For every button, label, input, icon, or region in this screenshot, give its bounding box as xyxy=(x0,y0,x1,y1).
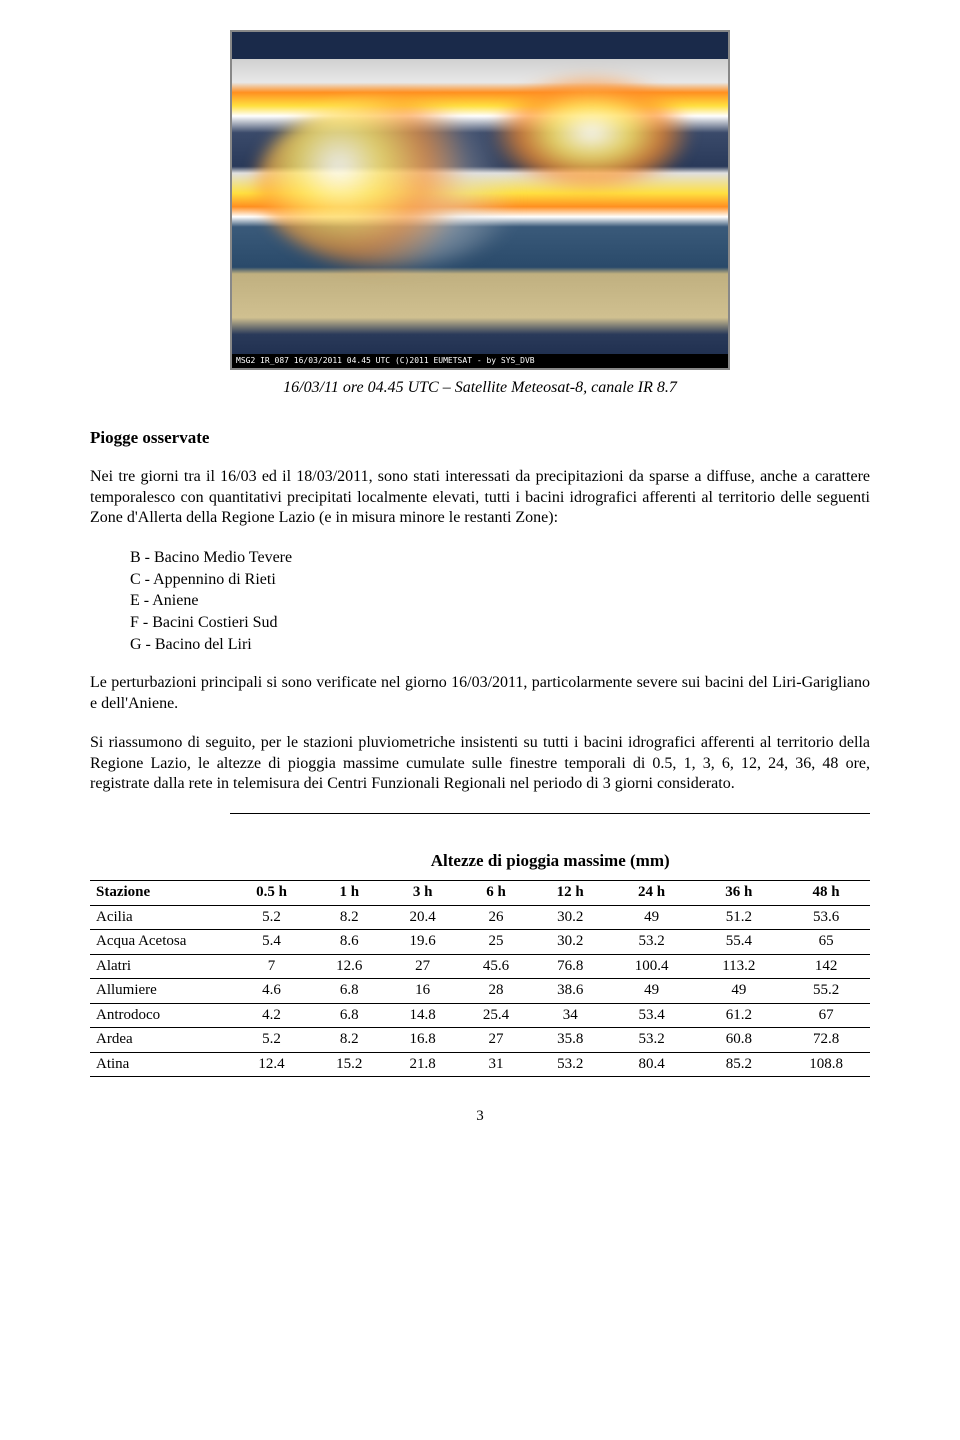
station-cell: Alatri xyxy=(90,954,230,979)
station-cell: Ardea xyxy=(90,1028,230,1053)
value-cell: 53.2 xyxy=(533,1052,608,1077)
table-blank-cell xyxy=(90,814,230,881)
station-cell: Acilia xyxy=(90,905,230,930)
figure-caption: 16/03/11 ore 04.45 UTC – Satellite Meteo… xyxy=(90,378,870,399)
zone-item: B - Bacino Medio Tevere xyxy=(130,547,870,569)
table-row: Antrodoco4.26.814.825.43453.461.267 xyxy=(90,1003,870,1028)
table-row: Alatri712.62745.676.8100.4113.2142 xyxy=(90,954,870,979)
page-number: 3 xyxy=(90,1107,870,1127)
table-row: Atina12.415.221.83153.280.485.2108.8 xyxy=(90,1052,870,1077)
value-cell: 6.8 xyxy=(313,979,386,1004)
zone-item: C - Appennino di Rieti xyxy=(130,569,870,591)
table-title: Altezze di pioggia massime (mm) xyxy=(230,814,870,881)
value-cell: 55.4 xyxy=(695,930,782,955)
value-cell: 53.2 xyxy=(608,1028,696,1053)
value-cell: 27 xyxy=(386,954,459,979)
table-col-header: 1 h xyxy=(313,881,386,906)
table-row: Acqua Acetosa5.48.619.62530.253.255.465 xyxy=(90,930,870,955)
value-cell: 38.6 xyxy=(533,979,608,1004)
value-cell: 49 xyxy=(608,905,696,930)
table-row: Allumiere4.66.8162838.6494955.2 xyxy=(90,979,870,1004)
value-cell: 6.8 xyxy=(313,1003,386,1028)
station-cell: Acqua Acetosa xyxy=(90,930,230,955)
value-cell: 8.2 xyxy=(313,905,386,930)
value-cell: 67 xyxy=(782,1003,870,1028)
value-cell: 5.2 xyxy=(230,1028,312,1053)
value-cell: 8.2 xyxy=(313,1028,386,1053)
value-cell: 51.2 xyxy=(695,905,782,930)
table-row: Acilia5.28.220.42630.24951.253.6 xyxy=(90,905,870,930)
station-cell: Allumiere xyxy=(90,979,230,1004)
value-cell: 16 xyxy=(386,979,459,1004)
table-col-header: 48 h xyxy=(782,881,870,906)
paragraph-perturbations: Le perturbazioni principali si sono veri… xyxy=(90,673,870,715)
value-cell: 26 xyxy=(459,905,532,930)
zone-item: F - Bacini Costieri Sud xyxy=(130,612,870,634)
value-cell: 5.2 xyxy=(230,905,312,930)
value-cell: 7 xyxy=(230,954,312,979)
paragraph-summary: Si riassumono di seguito, per le stazion… xyxy=(90,733,870,795)
table-col-header: 3 h xyxy=(386,881,459,906)
value-cell: 108.8 xyxy=(782,1052,870,1077)
value-cell: 14.8 xyxy=(386,1003,459,1028)
station-cell: Antrodoco xyxy=(90,1003,230,1028)
table-body: Acilia5.28.220.42630.24951.253.6Acqua Ac… xyxy=(90,905,870,1077)
value-cell: 80.4 xyxy=(608,1052,696,1077)
table-col-header: 0.5 h xyxy=(230,881,312,906)
zone-item: E - Aniene xyxy=(130,590,870,612)
table-col-header: 12 h xyxy=(533,881,608,906)
value-cell: 100.4 xyxy=(608,954,696,979)
table-col-header: 36 h xyxy=(695,881,782,906)
value-cell: 34 xyxy=(533,1003,608,1028)
value-cell: 27 xyxy=(459,1028,532,1053)
table-col-header: 6 h xyxy=(459,881,532,906)
value-cell: 85.2 xyxy=(695,1052,782,1077)
value-cell: 35.8 xyxy=(533,1028,608,1053)
value-cell: 49 xyxy=(695,979,782,1004)
value-cell: 55.2 xyxy=(782,979,870,1004)
value-cell: 8.6 xyxy=(313,930,386,955)
table-col-header: 24 h xyxy=(608,881,696,906)
value-cell: 21.8 xyxy=(386,1052,459,1077)
paragraph-intro: Nei tre giorni tra il 16/03 ed il 18/03/… xyxy=(90,467,870,529)
value-cell: 15.2 xyxy=(313,1052,386,1077)
value-cell: 19.6 xyxy=(386,930,459,955)
value-cell: 53.6 xyxy=(782,905,870,930)
zone-item: G - Bacino del Liri xyxy=(130,634,870,656)
value-cell: 76.8 xyxy=(533,954,608,979)
value-cell: 4.2 xyxy=(230,1003,312,1028)
value-cell: 31 xyxy=(459,1052,532,1077)
section-title: Piogge osservate xyxy=(90,427,870,449)
table-row: Ardea5.28.216.82735.853.260.872.8 xyxy=(90,1028,870,1053)
value-cell: 25.4 xyxy=(459,1003,532,1028)
value-cell: 28 xyxy=(459,979,532,1004)
table-row-header: Stazione xyxy=(90,881,230,906)
value-cell: 30.2 xyxy=(533,930,608,955)
rainfall-table: Altezze di pioggia massime (mm) Stazione… xyxy=(90,813,870,1077)
value-cell: 20.4 xyxy=(386,905,459,930)
value-cell: 45.6 xyxy=(459,954,532,979)
value-cell: 5.4 xyxy=(230,930,312,955)
value-cell: 30.2 xyxy=(533,905,608,930)
value-cell: 12.4 xyxy=(230,1052,312,1077)
value-cell: 53.2 xyxy=(608,930,696,955)
value-cell: 4.6 xyxy=(230,979,312,1004)
value-cell: 16.8 xyxy=(386,1028,459,1053)
value-cell: 113.2 xyxy=(695,954,782,979)
satellite-footer-bar: MSG2 IR_087 16/03/2011 04.45 UTC (C)2011… xyxy=(232,354,728,368)
station-cell: Atina xyxy=(90,1052,230,1077)
value-cell: 53.4 xyxy=(608,1003,696,1028)
satellite-figure: MSG2 IR_087 16/03/2011 04.45 UTC (C)2011… xyxy=(230,30,730,370)
value-cell: 142 xyxy=(782,954,870,979)
value-cell: 12.6 xyxy=(313,954,386,979)
value-cell: 61.2 xyxy=(695,1003,782,1028)
value-cell: 60.8 xyxy=(695,1028,782,1053)
value-cell: 25 xyxy=(459,930,532,955)
value-cell: 72.8 xyxy=(782,1028,870,1053)
zone-list: B - Bacino Medio Tevere C - Appennino di… xyxy=(130,547,870,655)
value-cell: 65 xyxy=(782,930,870,955)
satellite-image: MSG2 IR_087 16/03/2011 04.45 UTC (C)2011… xyxy=(230,30,730,370)
value-cell: 49 xyxy=(608,979,696,1004)
